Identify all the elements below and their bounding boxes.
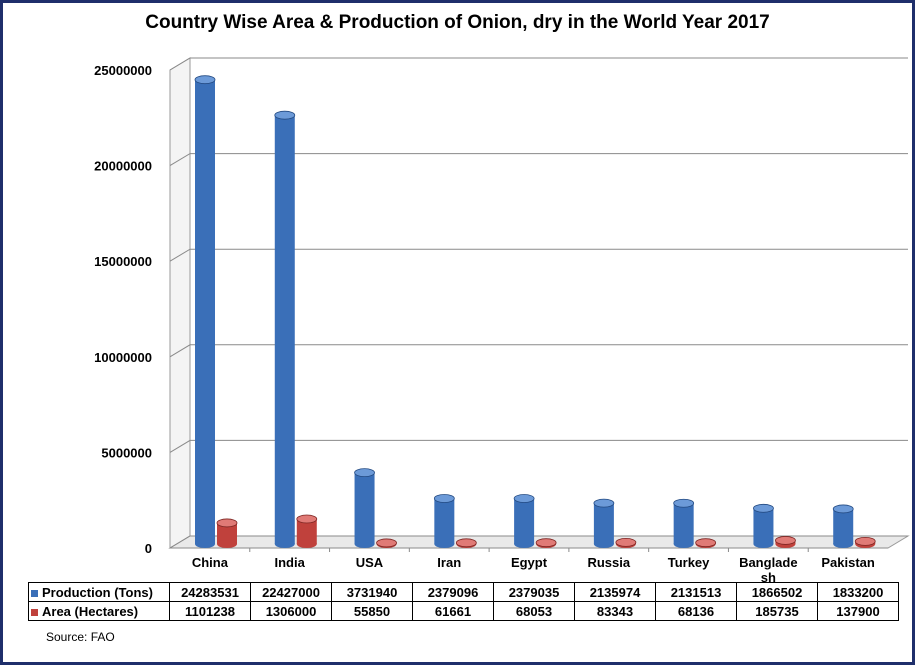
area-bar-cap [216,518,238,528]
area-bar-cap [854,536,876,546]
production-bar-cap [433,494,455,503]
production-value: 1866502 [736,582,818,602]
y-tick-label: 0 [145,541,152,556]
production-value: 2135974 [574,582,656,602]
production-bar-base [274,540,295,548]
area-bar [296,519,317,544]
area-label: Area (Hectares) [42,603,139,619]
x-tick-label: Russia [587,555,630,570]
production-value: 3731940 [331,582,413,602]
gridline [169,344,908,358]
production-bar-base [434,540,455,548]
area-bar-cap [535,538,557,548]
production-bar-cap [832,504,854,514]
production-bar-cap [673,498,695,508]
data-table: Production (Tons) 24283531 22427000 3731… [28,582,899,621]
x-tick-label: Turkey [668,555,710,570]
production-value: 22427000 [250,582,332,602]
production-bar-base [514,540,535,548]
table-row-production: Production (Tons) 24283531 22427000 3731… [28,582,899,602]
gridline [169,248,908,262]
production-bar [833,508,854,544]
x-tick-label: Pakistan [821,555,875,570]
side-wall [169,57,191,549]
area-bar-cap [615,538,637,547]
gridline [169,439,908,453]
area-bar-base [217,540,237,548]
area-value: 185735 [736,601,818,621]
production-bar-base [593,540,614,548]
area-value: 61661 [412,601,494,621]
production-value: 2131513 [655,582,737,602]
production-bar-base [833,540,854,548]
area-value: 1306000 [250,601,332,621]
x-tick-label: Banglade sh [739,555,798,585]
area-value: 55850 [331,601,413,621]
area-value: 137900 [817,601,899,621]
area-bar-cap [296,514,318,524]
y-tick-label: 25000000 [94,63,152,78]
area-value: 1101238 [169,601,251,621]
area-bar-cap [695,538,717,548]
area-value: 83343 [574,601,656,621]
x-tick-label: Iran [437,555,461,570]
x-tick-label: Egypt [511,555,548,570]
production-bar-base [673,540,694,548]
production-bar [354,472,375,544]
production-bar [434,498,455,544]
source-note: Source: FAO [46,630,115,644]
gridline [169,153,908,167]
production-bar-cap [194,75,216,85]
gridline [169,535,908,549]
production-bar-base [195,540,215,548]
x-tick-label: China [192,555,229,570]
production-bar [673,503,694,544]
production-value: 1833200 [817,582,899,602]
chart-title: Country Wise Area & Production of Onion,… [145,12,770,33]
production-value: 2379035 [493,582,575,602]
table-row-area: Area (Hectares) 1101238 1306000 55850 61… [28,601,899,621]
gridline [169,57,908,71]
production-bar [514,498,535,544]
production-label: Production (Tons) [42,584,153,600]
production-bar [753,508,774,544]
production-value: 2379096 [412,582,494,602]
production-bar-cap [593,498,615,508]
area-bar-cap [376,538,397,548]
area-bar-base [296,540,317,548]
production-bar-base [354,540,375,548]
series-label-production: Production (Tons) [28,582,170,602]
production-legend-key [31,589,38,597]
y-tick-label: 5000000 [101,445,152,460]
area-value: 68136 [655,601,737,621]
y-tick-label: 20000000 [94,159,152,174]
y-tick-label: 10000000 [94,350,152,365]
production-bar [195,79,215,545]
area-bar-cap [455,538,477,548]
area-legend-key [31,608,38,616]
production-bar-cap [513,494,535,503]
production-bar-base [753,540,774,548]
x-tick-label: India [274,555,305,570]
production-bar [593,503,614,544]
production-bar-cap [354,468,375,478]
area-bar-cap [775,536,796,545]
series-label-area: Area (Hectares) [28,601,170,621]
production-value: 24283531 [169,582,251,602]
production-bar [274,115,295,544]
y-tick-label: 15000000 [94,254,152,269]
production-bar-cap [274,110,296,120]
area-bar [217,522,237,544]
area-value: 68053 [493,601,575,621]
x-tick-label: USA [356,555,384,570]
production-bar-cap [753,503,774,513]
